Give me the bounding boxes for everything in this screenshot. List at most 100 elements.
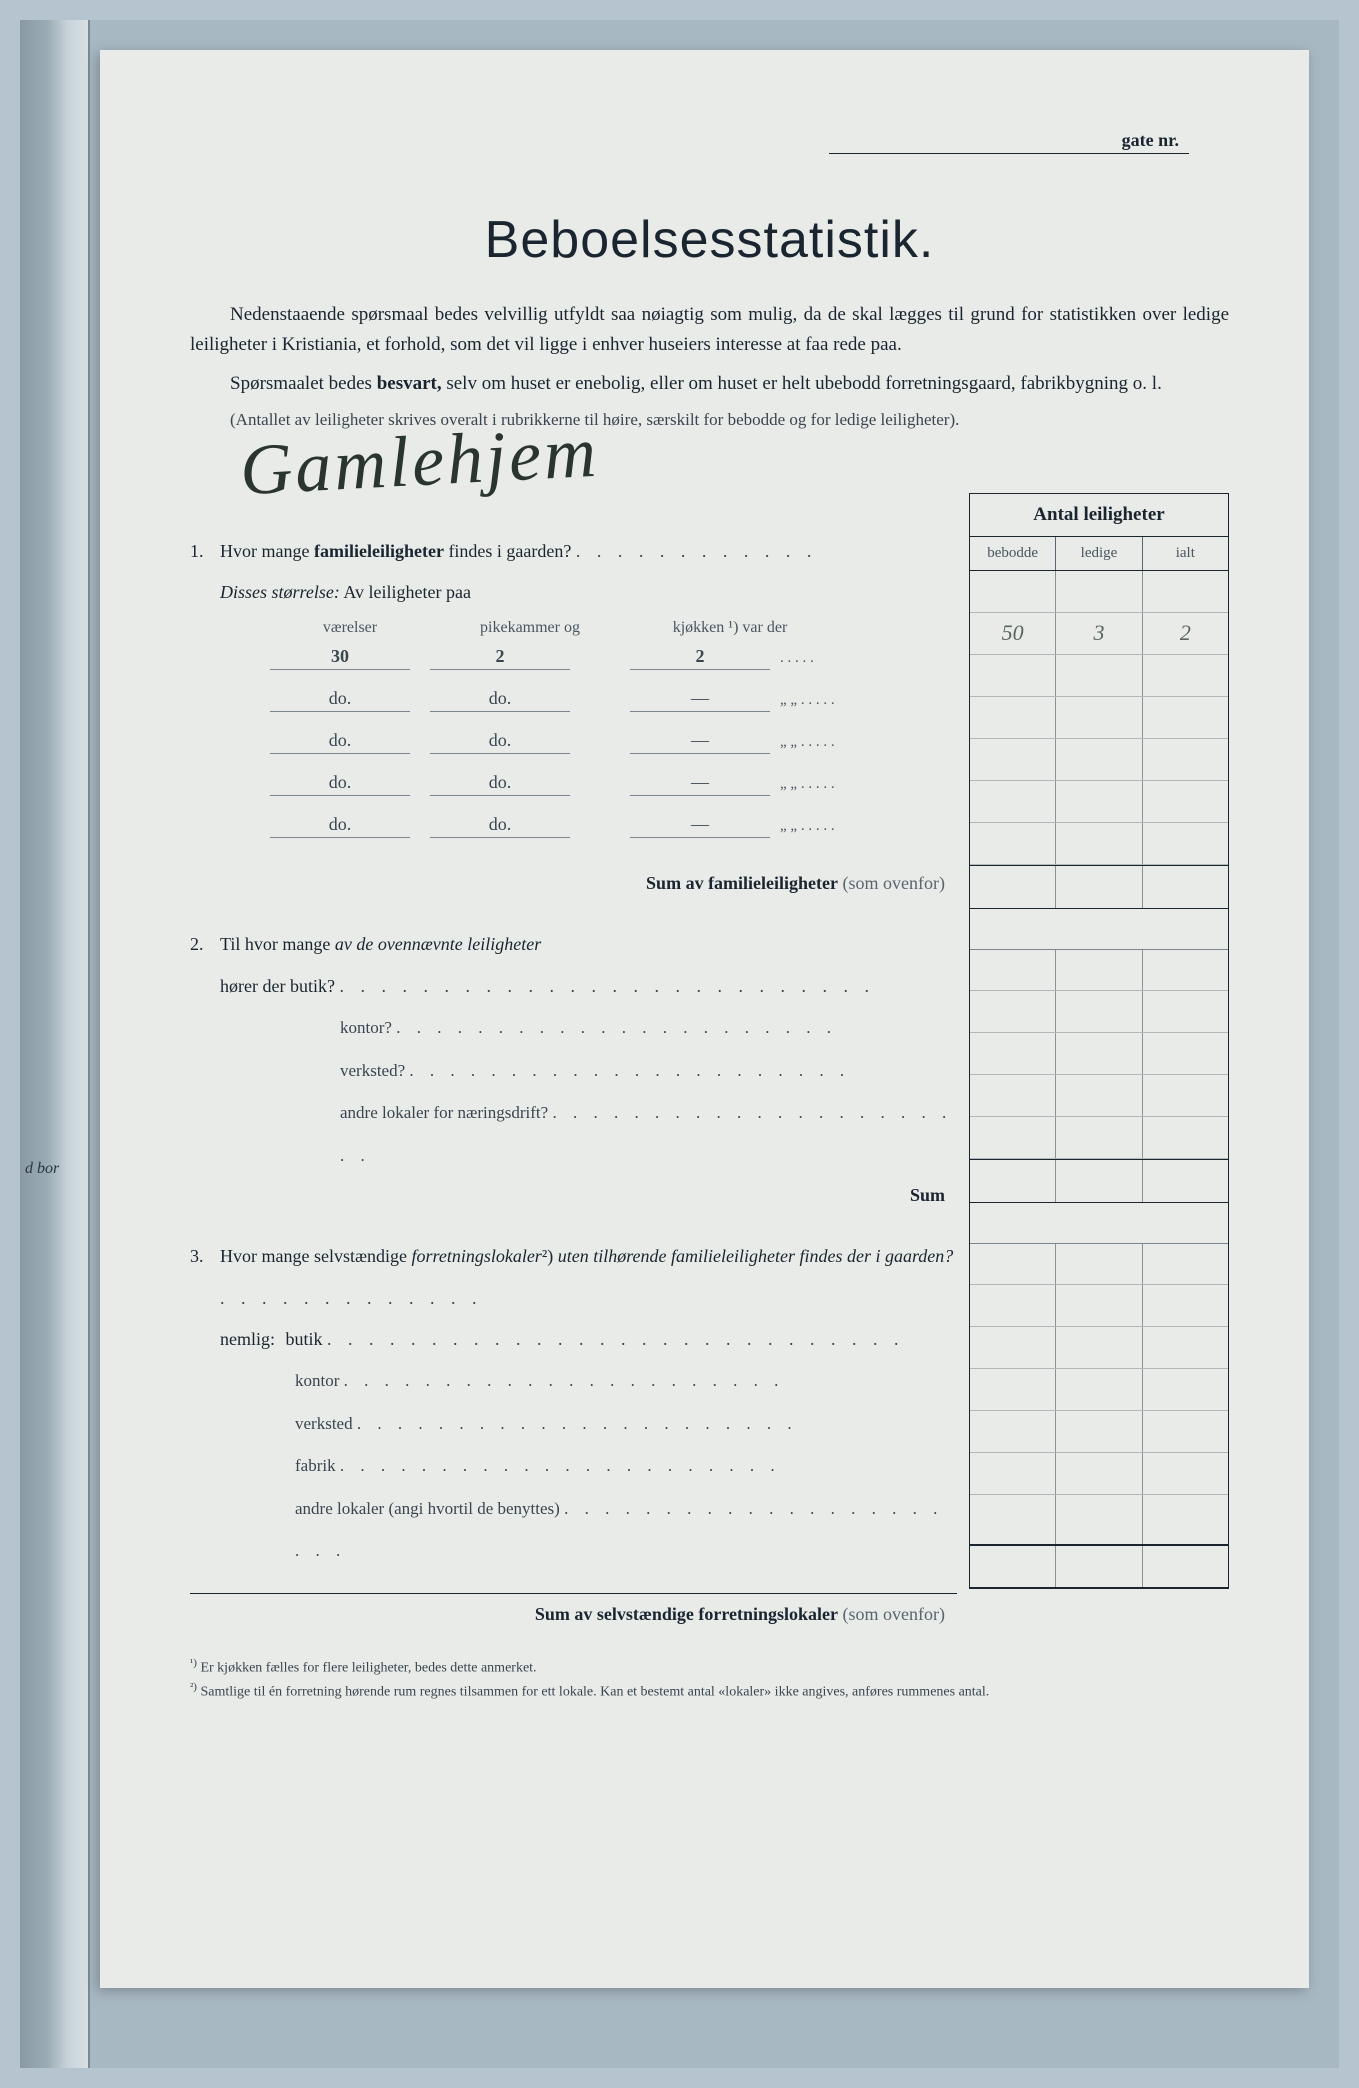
cell-vaerelser: 30	[270, 646, 410, 670]
table-row	[970, 655, 1228, 697]
q1-detail-row: do.do.—„ „ . . . . .	[190, 679, 957, 721]
q3-nemlig: nemlig:	[220, 1329, 275, 1349]
table-body: 50 3 2	[969, 571, 1229, 1589]
q2-sum: Sum	[910, 1185, 945, 1205]
cell-kjokken: —	[630, 772, 770, 796]
q1-sum-label: Sum av familieleiligheter (som ovenfor)	[190, 853, 957, 894]
q2-text-a: Til hvor mange	[220, 934, 335, 954]
cell-pikekammer: do.	[430, 772, 570, 796]
cell-vaerelser: do.	[270, 730, 410, 754]
q2-text: Til hvor mange av de ovennævnte leilighe…	[220, 924, 957, 965]
q1-sub: Disses størrelse: Av leiligheter paa	[190, 572, 957, 613]
q3-dots: . . . . . . . . . . . . .	[220, 1288, 483, 1308]
q3-nemlig-line: nemlig: butik . . . . . . . . . . . . . …	[190, 1319, 957, 1360]
fn2-text: Samtlige til én forretning hørende rum r…	[200, 1684, 989, 1699]
question-2: 2. Til hvor mange av de ovennævnte leili…	[190, 924, 957, 965]
dh-pikekammer: pikekammer og	[430, 619, 630, 637]
table-row	[970, 1495, 1228, 1545]
q2-sub-item: verksted? . . . . . . . . . . . . . . . …	[190, 1050, 957, 1093]
q2-text-italic: av de ovennævnte leiligheter	[335, 934, 541, 954]
q3-italic-b: uten tilhørende familieleiligheter finde…	[553, 1246, 953, 1266]
table-row	[970, 697, 1228, 739]
table-row	[970, 1285, 1228, 1327]
q2-sum-label: Sum	[190, 1177, 957, 1206]
q2-line2-text: hører der butik?	[220, 976, 335, 996]
table-spacer	[970, 909, 1228, 949]
q1-sub-italic: Disses størrelse:	[220, 582, 340, 602]
q1-sub-text: Av leiligheter paa	[340, 582, 471, 602]
intro-paragraph-2: Spørsmaalet bedes besvart, selv om huset…	[190, 369, 1229, 399]
table-row	[970, 1327, 1228, 1369]
col-ialt: ialt	[1143, 537, 1228, 570]
intro-paragraph-1: Nedenstaaende spørsmaal bedes velvillig …	[190, 300, 1229, 361]
q3-sub-butik: butik	[280, 1329, 323, 1349]
cell: 50	[970, 613, 1056, 654]
q1-text-b: findes i gaarden?	[444, 541, 571, 561]
table-sum-row	[970, 1545, 1228, 1589]
document-title: Beboelsesstatistik.	[190, 210, 1229, 270]
table-row	[970, 1411, 1228, 1453]
row-rest: „ „ . . . . .	[770, 692, 957, 709]
table-row-handwritten: 50 3 2	[970, 613, 1228, 655]
intro-2b: selv om huset er enebolig, eller om huse…	[442, 373, 1162, 394]
counts-table: Antal leiligheter bebodde ledige ialt 50…	[969, 493, 1229, 1625]
dh-vaerelser: værelser	[270, 619, 430, 637]
cell-kjokken: 2	[630, 646, 770, 670]
q2-line2: hører der butik? . . . . . . . . . . . .…	[190, 966, 957, 1007]
table-sum-row	[970, 865, 1228, 909]
q1-dots: . . . . . . . . . . . .	[576, 541, 818, 561]
cell-pikekammer: 2	[430, 646, 570, 670]
q1-detail-row: do. do. —„ „ . . . . .	[190, 763, 957, 805]
q1-detail-row: 3022. . . . .	[190, 637, 957, 679]
cell-kjokken: —	[630, 688, 770, 712]
q1-detail-row: do.do.—„ „ . . . . .	[190, 805, 957, 847]
footnotes: ¹) Er kjøkken fælles for flere leilighet…	[190, 1655, 1229, 1702]
table-row	[970, 1243, 1228, 1285]
q3-text: Hvor mange selvstændige forretningslokal…	[220, 1236, 957, 1319]
table-row	[970, 739, 1228, 781]
questions-column: 1. Hvor mange familieleiligheter findes …	[190, 493, 969, 1625]
table-row	[970, 823, 1228, 865]
q1-sum-bold: Sum av familieleiligheter	[646, 873, 838, 893]
col-ledige: ledige	[1056, 537, 1142, 570]
q1-detail-row: do.do.—„ „ . . . . .	[190, 721, 957, 763]
cell-pikekammer: do.	[430, 730, 570, 754]
table-header: Antal leiligheter	[969, 493, 1229, 537]
row-rest: „ „ . . . . .	[770, 734, 957, 751]
q1-sum-light: (som ovenfor)	[838, 873, 945, 893]
q3-sum-light: (som ovenfor)	[838, 1604, 945, 1624]
cell: 3	[1056, 613, 1142, 654]
table-sum-row	[970, 1159, 1228, 1203]
cell-kjokken: —	[630, 814, 770, 838]
table-row	[970, 781, 1228, 823]
cell	[1143, 571, 1228, 612]
row-rest: . . . . .	[770, 650, 957, 667]
q3-sum-bold: Sum av selvstændige forretningslokaler	[535, 1604, 838, 1624]
q2-dots: . . . . . . . . . . . . . . . . . . . . …	[339, 976, 875, 996]
table-row	[970, 1075, 1228, 1117]
dh-kjokken: kjøkken ¹) var der	[630, 619, 830, 637]
cell	[970, 571, 1056, 612]
q3-sub-item: verksted . . . . . . . . . . . . . . . .…	[190, 1403, 957, 1446]
intro-2a: Spørsmaalet bedes	[230, 373, 377, 394]
table-subheader: bebodde ledige ialt	[969, 537, 1229, 571]
cell: 2	[1143, 613, 1228, 654]
question-2-section: 2. Til hvor mange av de ovennævnte leili…	[190, 924, 957, 1206]
intro-subnote: (Antallet av leiligheter skrives overalt…	[190, 407, 1229, 433]
q3-number: 3.	[190, 1236, 220, 1277]
cell	[1056, 571, 1142, 612]
question-1: 1. Hvor mange familieleiligheter findes …	[190, 531, 957, 572]
table-row	[970, 1453, 1228, 1495]
table-spacer	[970, 1203, 1228, 1243]
question-3: 3. Hvor mange selvstændige forretningslo…	[190, 1236, 957, 1319]
table-row	[970, 1033, 1228, 1075]
q1-text-bold: familieleiligheter	[314, 541, 444, 561]
intro-2-bold: besvart,	[377, 373, 442, 394]
cell-vaerelser: do.	[270, 772, 410, 796]
q3-italic-a: forretningslokaler	[411, 1246, 541, 1266]
q1-text-a: Hvor mange	[220, 541, 314, 561]
gate-nr-label: gate nr.	[1122, 130, 1189, 150]
cell-pikekammer: do.	[430, 688, 570, 712]
q3-text-a: Hvor mange selvstændige	[220, 1246, 411, 1266]
row-rest: „ „ . . . . .	[770, 776, 957, 793]
